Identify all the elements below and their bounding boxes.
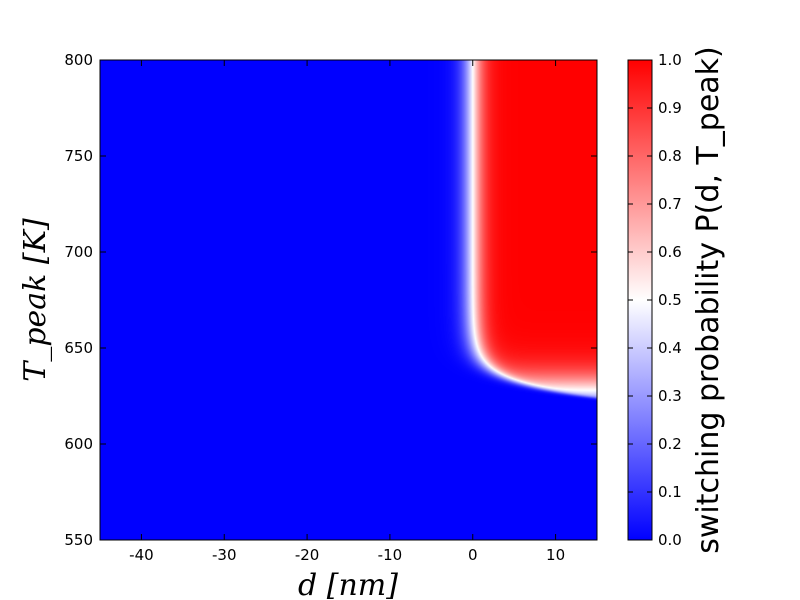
colorbar-ticks: 0.0 0.1 0.2 0.3 0.4 0.5 0.6 0.7 0.8 0.9 1.0 (628, 51, 682, 549)
colorbar-tick-label: 0.8 (658, 147, 682, 165)
plot-frame (99, 59, 598, 541)
x-axis-label: d [nm] (298, 568, 398, 600)
y-axis-ticks: 550 600 650 700 750 800 (64, 51, 597, 549)
colorbar-tick-label: 0.7 (658, 195, 682, 213)
x-tick-label: -20 (295, 546, 320, 564)
colorbar-tick-label: 1.0 (658, 51, 682, 69)
y-tick-label: 650 (64, 339, 93, 357)
heatmap-image (100, 60, 597, 540)
x-tick-label: -10 (378, 546, 403, 564)
colorbar-tick-label: 0.6 (658, 243, 682, 261)
colorbar-tick-label: 0.4 (658, 339, 682, 357)
x-tick-label: -40 (129, 546, 154, 564)
colorbar-label-text: switching probability P(d, T_peak) (691, 46, 726, 554)
y-tick-label: 800 (64, 51, 93, 69)
y-tick-label: 700 (64, 243, 93, 261)
y-tick-label: 750 (64, 147, 93, 165)
y-tick-label: 600 (64, 435, 93, 453)
x-axis-ticks: -40 -30 -20 -10 0 10 (129, 60, 565, 564)
x-axis-label-text: d [nm] (298, 568, 398, 600)
y-axis-label-text: T_peak [K] (18, 218, 53, 382)
y-axis-label: T_peak [K] (18, 218, 53, 382)
x-tick-label: -30 (212, 546, 237, 564)
x-tick-label: 0 (468, 546, 478, 564)
colorbar-tick-label: 0.0 (658, 531, 682, 549)
colorbar-label: switching probability P(d, T_peak) (691, 46, 726, 554)
colorbar-tick-label: 0.5 (658, 291, 682, 309)
colorbar-tick-label: 0.9 (658, 99, 682, 117)
colorbar-tick-label: 0.2 (658, 435, 682, 453)
x-tick-label: 10 (546, 546, 565, 564)
y-tick-label: 550 (64, 531, 93, 549)
colorbar-tick-label: 0.3 (658, 387, 682, 405)
colorbar-tick-label: 0.1 (658, 483, 682, 501)
